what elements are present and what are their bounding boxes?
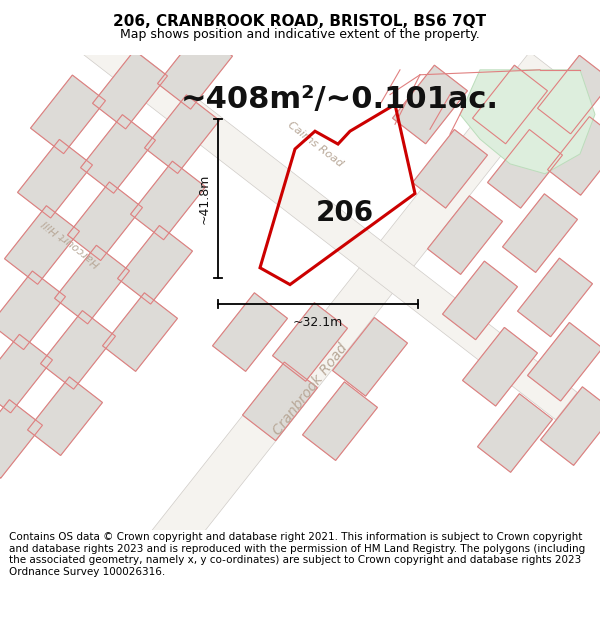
Text: Cairns Road: Cairns Road — [286, 119, 344, 169]
Polygon shape — [68, 182, 142, 261]
Text: ~41.8m: ~41.8m — [198, 173, 211, 224]
Polygon shape — [92, 51, 167, 129]
Polygon shape — [302, 382, 377, 461]
Polygon shape — [413, 129, 487, 208]
Text: Cranbrook Road: Cranbrook Road — [270, 341, 350, 438]
Polygon shape — [158, 31, 232, 109]
Polygon shape — [131, 161, 205, 240]
Polygon shape — [31, 75, 106, 154]
Polygon shape — [28, 377, 103, 456]
Polygon shape — [478, 394, 553, 472]
Polygon shape — [37, 52, 563, 625]
Polygon shape — [80, 114, 155, 193]
Polygon shape — [392, 65, 467, 144]
Text: 206: 206 — [316, 199, 374, 228]
Polygon shape — [538, 55, 600, 134]
Polygon shape — [518, 258, 592, 337]
Polygon shape — [0, 399, 43, 478]
Polygon shape — [103, 292, 178, 371]
Text: 206, CRANBROOK ROAD, BRISTOL, BS6 7QT: 206, CRANBROOK ROAD, BRISTOL, BS6 7QT — [113, 14, 487, 29]
Polygon shape — [463, 328, 538, 406]
Polygon shape — [55, 245, 130, 324]
Polygon shape — [145, 95, 220, 174]
Text: Harcourt Hill: Harcourt Hill — [41, 217, 103, 269]
Polygon shape — [0, 334, 52, 413]
Polygon shape — [212, 292, 287, 371]
Polygon shape — [428, 196, 502, 274]
Polygon shape — [118, 226, 193, 304]
Polygon shape — [5, 206, 79, 284]
Polygon shape — [272, 302, 347, 381]
Polygon shape — [548, 117, 600, 195]
Text: ~32.1m: ~32.1m — [293, 316, 343, 329]
Polygon shape — [443, 261, 517, 340]
Polygon shape — [41, 311, 115, 389]
Polygon shape — [17, 139, 92, 218]
Text: Contains OS data © Crown copyright and database right 2021. This information is : Contains OS data © Crown copyright and d… — [9, 532, 585, 577]
Polygon shape — [242, 362, 317, 441]
Polygon shape — [527, 322, 600, 401]
Text: Map shows position and indicative extent of the property.: Map shows position and indicative extent… — [120, 28, 480, 41]
Polygon shape — [503, 194, 577, 272]
Text: ~408m²/~0.101ac.: ~408m²/~0.101ac. — [181, 85, 499, 114]
Polygon shape — [332, 318, 407, 396]
Polygon shape — [541, 387, 600, 466]
Polygon shape — [473, 65, 547, 144]
Polygon shape — [0, 271, 65, 349]
Polygon shape — [488, 129, 562, 208]
Polygon shape — [460, 70, 595, 174]
Polygon shape — [83, 27, 577, 419]
